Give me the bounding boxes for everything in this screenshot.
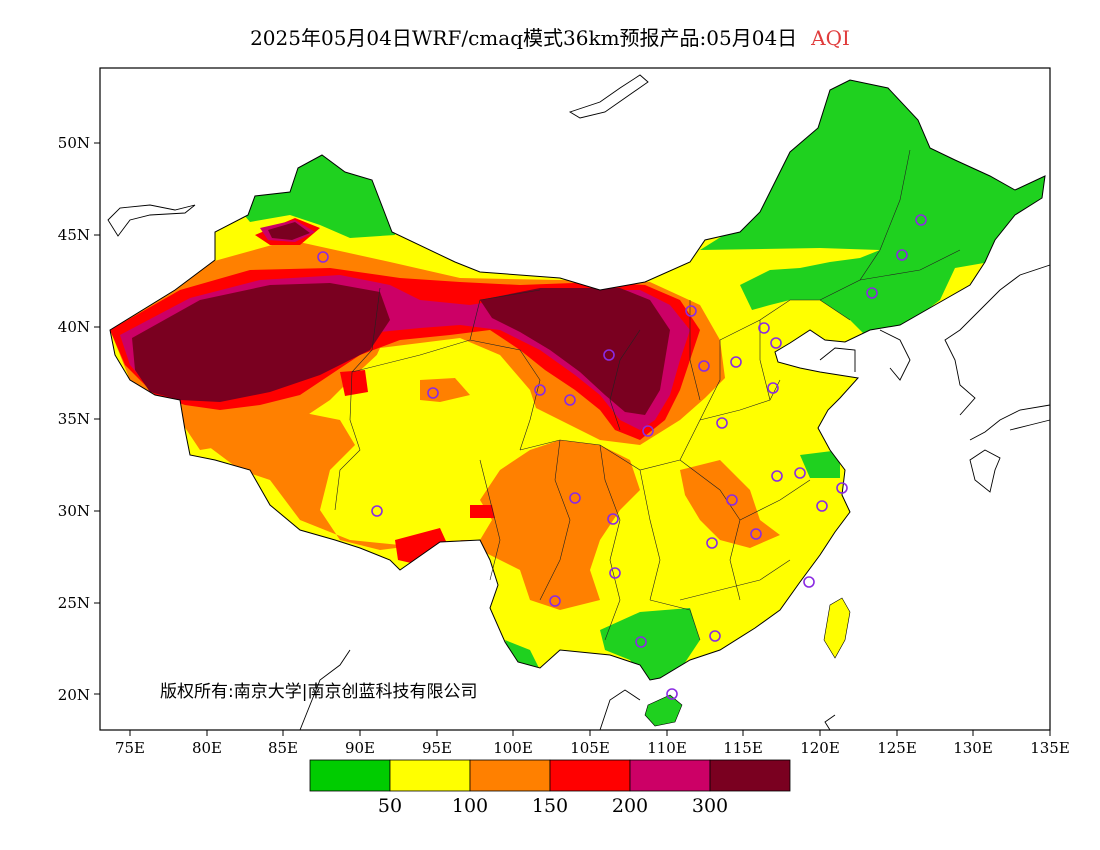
legend-swatch xyxy=(549,759,631,792)
lon-label: 80E xyxy=(192,739,222,757)
lon-label: 110E xyxy=(647,739,687,757)
aqi-band-green-east xyxy=(800,450,840,478)
lon-label: 85E xyxy=(268,739,298,757)
station-marker xyxy=(635,636,647,648)
title-variable: AQI xyxy=(811,26,850,50)
lon-label: 130E xyxy=(953,739,993,757)
aqi-band-maroon-gobi xyxy=(480,288,670,415)
legend-colorbar xyxy=(309,759,791,792)
lon-label: 115E xyxy=(723,739,763,757)
lon-label: 120E xyxy=(800,739,840,757)
hainan-island xyxy=(644,694,683,727)
legend-label: 200 xyxy=(612,795,648,817)
lon-label: 125E xyxy=(877,739,917,757)
axis-ticks xyxy=(94,142,1051,736)
lat-label: 20N xyxy=(58,686,90,704)
title-main: 2025年05月04日WRF/cmaq模式36km预报产品:05月04日 xyxy=(250,26,798,50)
lat-label: 40N xyxy=(58,318,90,336)
lon-label: 95E xyxy=(422,739,452,757)
aqi-band-green-south xyxy=(600,608,700,680)
legend-swatch xyxy=(389,759,471,792)
station-marker xyxy=(709,630,721,642)
lat-label: 30N xyxy=(58,502,90,520)
lon-label: 105E xyxy=(570,739,610,757)
station-marker xyxy=(726,494,738,506)
station-marker xyxy=(698,360,710,372)
lat-label: 50N xyxy=(58,134,90,152)
station-marker xyxy=(771,470,783,482)
station-marker xyxy=(371,505,383,517)
station-marker xyxy=(896,249,908,261)
station-marker xyxy=(750,528,762,540)
station-marker xyxy=(706,537,718,549)
station-marker xyxy=(642,425,654,437)
station-marker xyxy=(603,349,615,361)
station-marker xyxy=(564,394,576,406)
station-marker xyxy=(794,467,806,479)
station-marker xyxy=(427,387,439,399)
station-markers xyxy=(317,214,927,700)
station-marker xyxy=(607,513,619,525)
station-marker xyxy=(758,322,770,334)
lon-label: 135E xyxy=(1030,739,1070,757)
province-boundaries xyxy=(334,149,961,641)
station-marker xyxy=(569,492,581,504)
copyright-text: 版权所有:南京大学|南京创蓝科技有限公司 xyxy=(160,682,477,702)
aqi-band-orange-southwest xyxy=(200,410,640,610)
aqi-band-maroon-tarim xyxy=(132,283,390,402)
station-marker xyxy=(816,500,828,512)
lat-label: 25N xyxy=(58,594,90,612)
lat-label: 45N xyxy=(58,226,90,244)
station-marker xyxy=(767,382,779,394)
legend-swatch xyxy=(709,759,791,792)
neighbor-coastlines xyxy=(107,74,1051,731)
longitude-labels: 75E 80E 85E 90E 95E 100E 105E 110E 115E … xyxy=(115,739,1070,757)
station-marker xyxy=(770,337,782,349)
station-marker xyxy=(836,482,848,494)
station-marker xyxy=(803,576,815,588)
legend-swatch xyxy=(469,759,551,792)
legend-label: 50 xyxy=(378,795,402,817)
station-marker xyxy=(549,595,561,607)
station-marker xyxy=(866,287,878,299)
legend-swatch xyxy=(309,759,391,792)
station-marker xyxy=(730,356,742,368)
station-marker xyxy=(317,251,329,263)
legend-label: 100 xyxy=(452,795,488,817)
station-marker xyxy=(716,417,728,429)
latitude-labels: 20N 25N 30N 35N 40N 45N 50N xyxy=(58,134,90,704)
station-marker xyxy=(534,384,546,396)
taiwan-island xyxy=(823,597,851,659)
station-marker xyxy=(609,567,621,579)
legend-labels: 50 100 150 200 300 xyxy=(378,795,728,817)
station-marker xyxy=(685,305,697,317)
aqi-band-red-south xyxy=(470,505,495,518)
lon-label: 75E xyxy=(115,739,145,757)
station-marker xyxy=(666,688,678,700)
map-title: 2025年05月04日WRF/cmaq模式36km预报产品:05月04日 AQI xyxy=(0,22,1100,51)
lon-label: 90E xyxy=(345,739,375,757)
legend-label: 300 xyxy=(692,795,728,817)
lon-label: 100E xyxy=(493,739,533,757)
station-marker xyxy=(915,214,927,226)
china-border xyxy=(109,79,1046,681)
aqi-band-orange-qinghai-center xyxy=(420,378,470,402)
legend-swatch xyxy=(629,759,711,792)
aqi-band-red-tarim-east xyxy=(340,370,368,396)
legend-label: 150 xyxy=(532,795,568,817)
lat-label: 35N xyxy=(58,410,90,428)
aqi-band-maroon-junggar xyxy=(268,222,310,240)
